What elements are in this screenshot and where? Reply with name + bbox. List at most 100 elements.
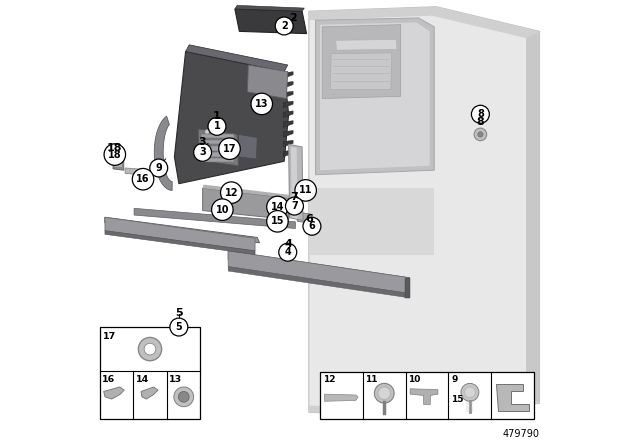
Circle shape <box>194 143 212 161</box>
Text: 18: 18 <box>107 143 123 153</box>
Polygon shape <box>235 5 305 11</box>
Text: 18: 18 <box>108 150 122 159</box>
Polygon shape <box>410 389 438 405</box>
Circle shape <box>285 197 303 215</box>
Circle shape <box>465 387 476 398</box>
Circle shape <box>144 343 156 355</box>
Polygon shape <box>324 394 358 401</box>
Text: 8: 8 <box>477 109 484 119</box>
Text: 5: 5 <box>175 322 182 332</box>
Circle shape <box>212 199 233 220</box>
Bar <box>202 146 234 151</box>
Text: 13: 13 <box>255 99 269 109</box>
Polygon shape <box>154 116 172 190</box>
Circle shape <box>208 117 226 135</box>
Circle shape <box>104 144 125 165</box>
Bar <box>202 158 234 162</box>
Polygon shape <box>294 211 315 224</box>
Circle shape <box>138 337 162 361</box>
Circle shape <box>221 182 242 203</box>
Polygon shape <box>270 220 288 228</box>
Text: 2: 2 <box>289 13 297 23</box>
Circle shape <box>170 318 188 336</box>
Circle shape <box>275 17 293 35</box>
Circle shape <box>205 129 209 134</box>
Polygon shape <box>270 208 288 217</box>
Polygon shape <box>320 22 430 170</box>
Text: 15: 15 <box>451 395 463 404</box>
Polygon shape <box>239 134 257 159</box>
Text: 3: 3 <box>199 138 207 147</box>
Polygon shape <box>228 267 410 298</box>
Bar <box>320 372 534 419</box>
Polygon shape <box>228 251 410 293</box>
Polygon shape <box>104 387 124 399</box>
Circle shape <box>303 217 321 235</box>
Circle shape <box>251 93 273 115</box>
Polygon shape <box>284 111 293 117</box>
Bar <box>202 140 234 144</box>
Bar <box>202 152 234 157</box>
Polygon shape <box>174 52 289 184</box>
Polygon shape <box>309 7 540 38</box>
Polygon shape <box>248 65 288 99</box>
Polygon shape <box>105 217 255 251</box>
Bar <box>202 134 234 138</box>
Text: 17: 17 <box>223 144 236 154</box>
Circle shape <box>179 392 189 402</box>
Circle shape <box>150 159 168 177</box>
Circle shape <box>267 211 288 232</box>
Circle shape <box>474 128 486 141</box>
Circle shape <box>132 168 154 190</box>
Text: 479790: 479790 <box>502 429 540 439</box>
Polygon shape <box>330 53 392 90</box>
Circle shape <box>219 138 240 159</box>
Polygon shape <box>284 82 293 88</box>
Text: 4: 4 <box>284 247 291 257</box>
Polygon shape <box>113 158 124 170</box>
Bar <box>115 161 122 167</box>
Polygon shape <box>309 7 540 419</box>
Text: 16: 16 <box>136 174 150 184</box>
Text: 11: 11 <box>299 185 312 195</box>
Text: 10: 10 <box>408 375 420 384</box>
Text: 1: 1 <box>213 111 221 121</box>
Circle shape <box>472 105 490 123</box>
Circle shape <box>174 387 194 407</box>
Polygon shape <box>284 150 293 157</box>
Text: 6: 6 <box>308 221 316 231</box>
Text: 17: 17 <box>103 332 116 340</box>
Polygon shape <box>125 168 143 175</box>
Polygon shape <box>405 278 410 298</box>
Text: 5: 5 <box>175 308 182 318</box>
Text: 11: 11 <box>365 375 378 384</box>
Polygon shape <box>289 144 303 220</box>
Circle shape <box>477 132 483 137</box>
Polygon shape <box>235 9 307 34</box>
Polygon shape <box>134 208 296 228</box>
Text: 12: 12 <box>225 188 238 198</box>
Polygon shape <box>309 396 540 419</box>
Circle shape <box>374 383 394 403</box>
Text: 14: 14 <box>271 202 284 212</box>
Polygon shape <box>186 45 288 72</box>
Polygon shape <box>203 188 289 220</box>
Text: 10: 10 <box>216 205 229 215</box>
Text: 15: 15 <box>271 216 284 226</box>
Text: 16: 16 <box>102 375 115 383</box>
Text: 12: 12 <box>323 375 335 384</box>
Polygon shape <box>336 39 397 50</box>
Polygon shape <box>105 217 260 243</box>
Text: 1: 1 <box>214 121 220 131</box>
Polygon shape <box>316 18 435 175</box>
Text: 7: 7 <box>291 192 298 202</box>
Polygon shape <box>284 140 293 147</box>
Circle shape <box>461 383 479 401</box>
Text: 14: 14 <box>136 375 149 383</box>
Polygon shape <box>323 25 401 99</box>
Polygon shape <box>496 384 529 411</box>
Circle shape <box>279 243 297 261</box>
Text: 3: 3 <box>199 147 206 157</box>
Polygon shape <box>105 231 255 254</box>
Polygon shape <box>198 129 239 166</box>
